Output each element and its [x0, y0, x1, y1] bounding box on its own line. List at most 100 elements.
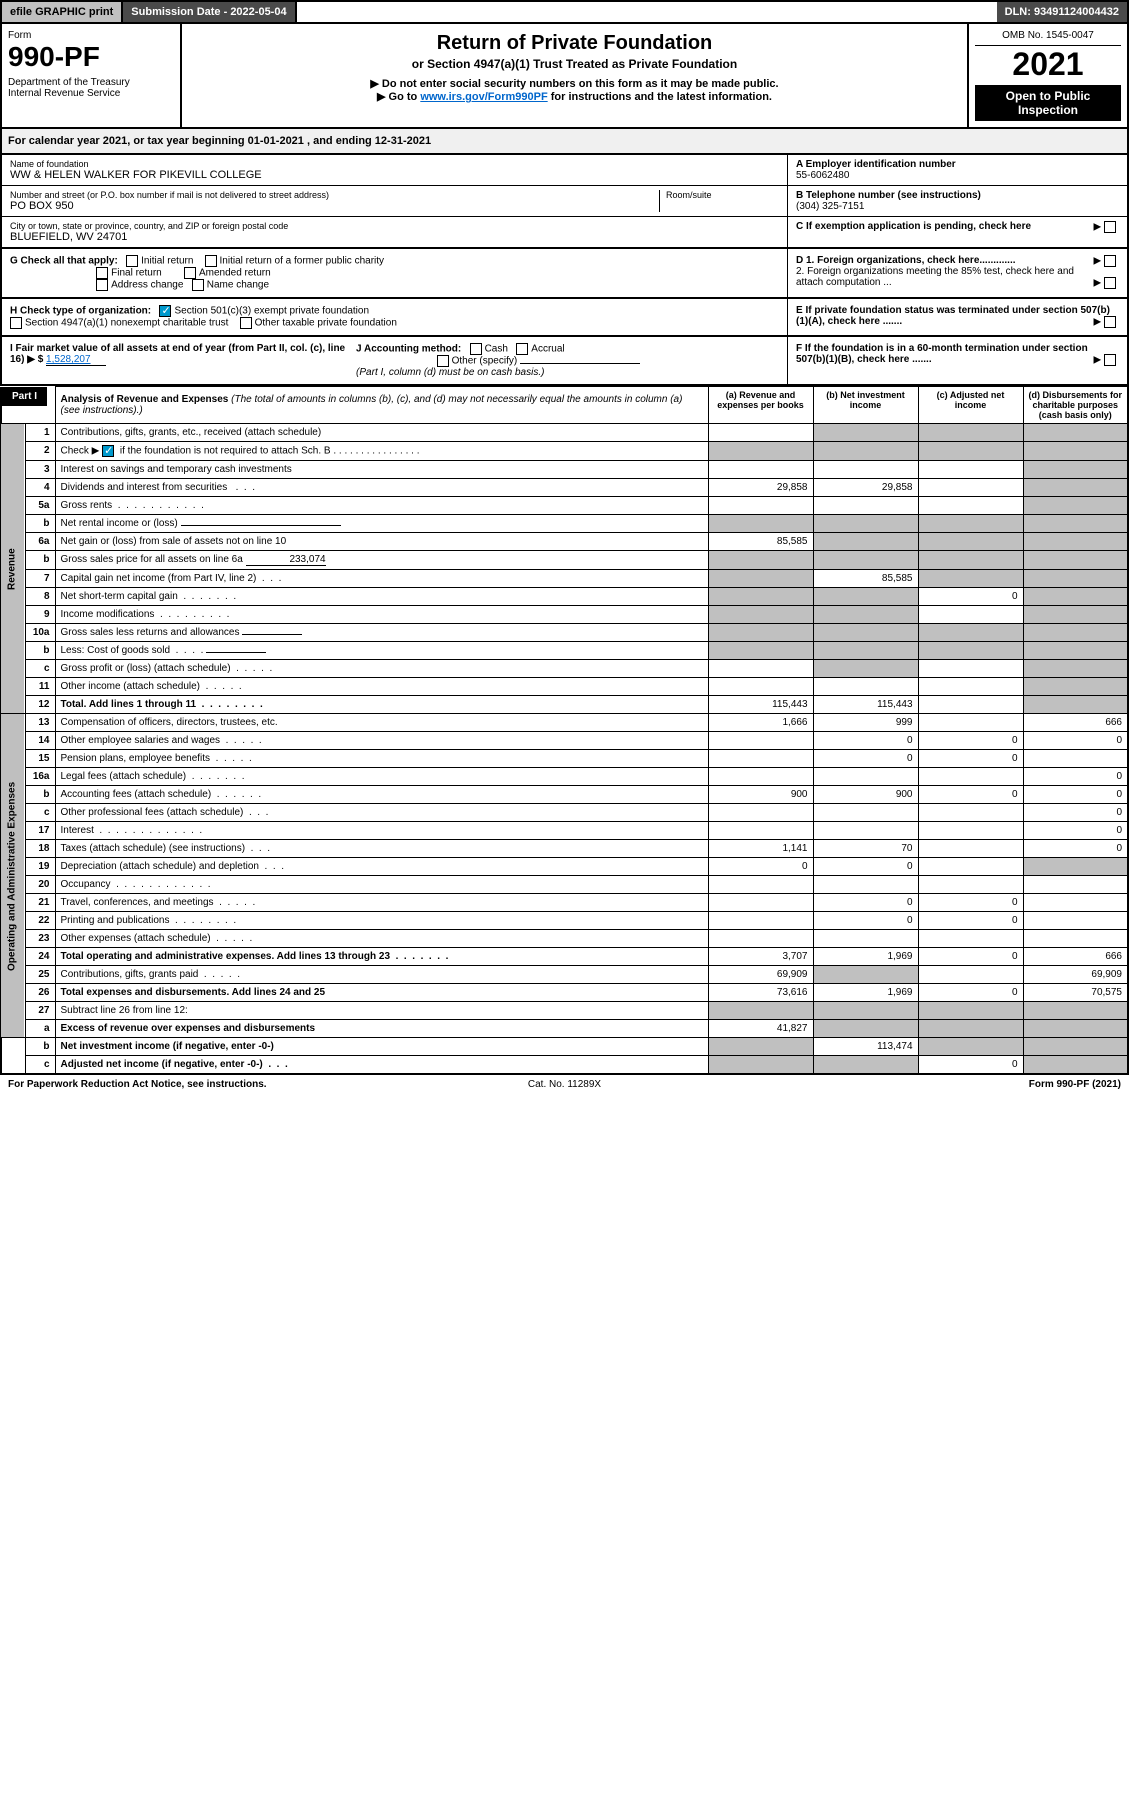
name-row: Name of foundation WW & HELEN WALKER FOR…	[2, 155, 787, 186]
l10a-input[interactable]	[242, 634, 302, 635]
j-other-input[interactable]	[520, 363, 640, 364]
i-value[interactable]: 1,528,207	[46, 354, 106, 366]
l9: Income modifications . . . . . . . . .	[55, 606, 708, 624]
d1-cb[interactable]	[1104, 255, 1116, 267]
part1-label: Part I	[2, 387, 47, 406]
h-501c3-cb[interactable]	[159, 305, 171, 317]
phone-row: B Telephone number (see instructions) (3…	[788, 186, 1127, 217]
l8: Net short-term capital gain . . . . . . …	[55, 588, 708, 606]
l26-a: 73,616	[708, 984, 813, 1002]
l16a-d: 0	[1023, 768, 1128, 786]
h-4947: Section 4947(a)(1) nonexempt charitable …	[25, 318, 228, 329]
line-num: 3	[25, 461, 55, 479]
l16b-d: 0	[1023, 786, 1128, 804]
l26: Total expenses and disbursements. Add li…	[55, 984, 708, 1002]
j-other-cb[interactable]	[437, 355, 449, 367]
l5b-input[interactable]	[181, 525, 341, 526]
l2: Check ▶ if the foundation is not require…	[55, 442, 708, 461]
l26-b: 1,969	[813, 984, 918, 1002]
l19-a: 0	[708, 858, 813, 876]
part1-table: Part I Analysis of Revenue and Expenses …	[0, 386, 1129, 1075]
l25-txt: Contributions, gifts, grants paid	[61, 969, 199, 980]
foundation-info: Name of foundation WW & HELEN WALKER FOR…	[0, 155, 1129, 249]
l15: Pension plans, employee benefits . . . .…	[55, 750, 708, 768]
efile-tag[interactable]: efile GRAPHIC print	[2, 2, 123, 22]
l18-b: 70	[813, 840, 918, 858]
name-label: Name of foundation	[10, 159, 779, 169]
l9-txt: Income modifications	[61, 609, 155, 620]
l24-txt: Total operating and administrative expen…	[61, 951, 391, 962]
g-final-cb[interactable]	[96, 267, 108, 279]
l14-txt: Other employee salaries and wages	[61, 735, 221, 746]
form-title: Return of Private Foundation	[190, 32, 959, 55]
line-num: 19	[25, 858, 55, 876]
l7: Capital gain net income (from Part IV, l…	[55, 570, 708, 588]
l10c-txt: Gross profit or (loss) (attach schedule)	[61, 663, 231, 674]
l16a-txt: Legal fees (attach schedule)	[61, 771, 187, 782]
d2-cb[interactable]	[1104, 277, 1116, 289]
irs-link[interactable]: www.irs.gov/Form990PF	[420, 91, 547, 103]
j-note: (Part I, column (d) must be on cash basi…	[356, 367, 544, 378]
l27b-b: 113,474	[813, 1038, 918, 1056]
part1-title: Analysis of Revenue and Expenses	[61, 394, 229, 405]
check-h: H Check type of organization: Section 50…	[0, 299, 1129, 337]
j-cash-cb[interactable]	[470, 343, 482, 355]
expenses-side-label: Operating and Administrative Expenses	[1, 714, 25, 1038]
g-address-cb[interactable]	[96, 279, 108, 291]
line-num: b	[25, 1038, 55, 1056]
line-num: c	[25, 1056, 55, 1075]
l10a: Gross sales less returns and allowances	[55, 624, 708, 642]
l27: Subtract line 26 from line 12:	[55, 1002, 708, 1020]
f-cb[interactable]	[1104, 354, 1116, 366]
h-4947-cb[interactable]	[10, 317, 22, 329]
j-accrual: Accrual	[531, 344, 564, 355]
header-left: Form 990-PF Department of the Treasury I…	[2, 24, 182, 127]
dln: DLN: 93491124004432	[997, 2, 1127, 22]
l6b: Gross sales price for all assets on line…	[55, 551, 708, 570]
l11-txt: Other income (attach schedule)	[61, 681, 201, 692]
g-initial-cb[interactable]	[126, 255, 138, 267]
h-label: H Check type of organization:	[10, 306, 151, 317]
l16c: Other professional fees (attach schedule…	[55, 804, 708, 822]
phone-label: B Telephone number (see instructions)	[796, 190, 1119, 201]
col-c-header: (c) Adjusted net income	[918, 387, 1023, 424]
c-checkbox[interactable]	[1104, 221, 1116, 233]
l22-c: 0	[918, 912, 1023, 930]
l23-txt: Other expenses (attach schedule)	[61, 933, 211, 944]
h-other: Other taxable private foundation	[255, 318, 397, 329]
e-cb[interactable]	[1104, 316, 1116, 328]
l24-b: 1,969	[813, 948, 918, 966]
l27c: Adjusted net income (if negative, enter …	[55, 1056, 708, 1075]
addr-label: Number and street (or P.O. box number if…	[10, 190, 659, 200]
l10b: Less: Cost of goods sold . . . .	[55, 642, 708, 660]
l14-d: 0	[1023, 732, 1128, 750]
c-label: C If exemption application is pending, c…	[796, 221, 1031, 232]
j-other: Other (specify)	[452, 356, 518, 367]
l2-cb[interactable]	[102, 445, 114, 457]
l12-b: 115,443	[813, 696, 918, 714]
line-num: 25	[25, 966, 55, 984]
l21-c: 0	[918, 894, 1023, 912]
h-left: H Check type of organization: Section 50…	[2, 299, 787, 335]
l20-txt: Occupancy	[61, 879, 111, 890]
l16c-d: 0	[1023, 804, 1128, 822]
g-initial-former-cb[interactable]	[205, 255, 217, 267]
h-other-cb[interactable]	[240, 317, 252, 329]
line-num: c	[25, 660, 55, 678]
l17-txt: Interest	[61, 825, 94, 836]
line-num: 11	[25, 678, 55, 696]
l21-txt: Travel, conferences, and meetings	[61, 897, 214, 908]
omb-number: OMB No. 1545-0047	[975, 30, 1121, 46]
address-row: Number and street (or P.O. box number if…	[2, 186, 787, 217]
l22-txt: Printing and publications	[61, 915, 170, 926]
l10b-input[interactable]	[206, 652, 266, 653]
line-num: b	[25, 642, 55, 660]
l24: Total operating and administrative expen…	[55, 948, 708, 966]
g-name-cb[interactable]	[192, 279, 204, 291]
l2-post: if the foundation is not required to att…	[120, 446, 331, 457]
g-amended-cb[interactable]	[184, 267, 196, 279]
footer-center: Cat. No. 11289X	[379, 1079, 750, 1090]
tax-year: 2021	[975, 46, 1121, 83]
h-501c3: Section 501(c)(3) exempt private foundat…	[174, 306, 369, 317]
j-accrual-cb[interactable]	[516, 343, 528, 355]
